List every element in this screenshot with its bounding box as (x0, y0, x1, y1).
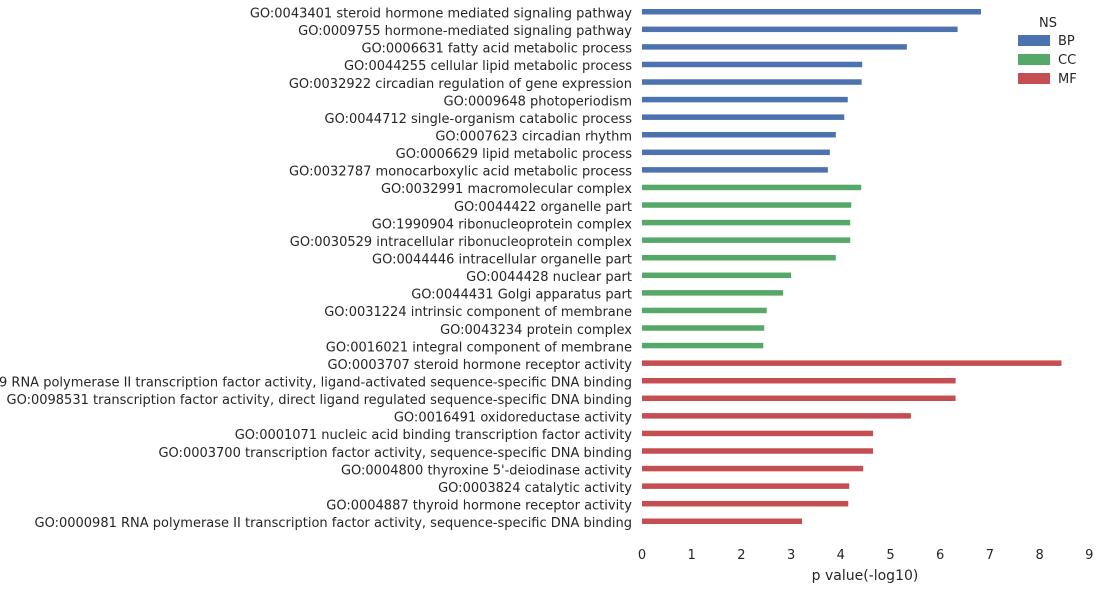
bar-cc (642, 307, 767, 314)
bar-cc (642, 254, 836, 261)
category-label: GO:0030529 intracellular ribonucleoprote… (290, 235, 633, 250)
x-tick-label: 0 (638, 548, 646, 563)
category-label: GO:0043234 protein complex (440, 323, 632, 338)
x-ticks-layer: 0 1 2 3 4 5 6 7 8 9 (638, 548, 1094, 563)
category-label: GO:0003707 steroid hormone receptor acti… (327, 358, 632, 373)
bar-mf (642, 430, 874, 437)
category-label: GO:0001071 nucleic acid binding transcri… (235, 428, 633, 443)
legend: NS BP CC MF (1018, 16, 1077, 87)
category-label: GO:0007623 circadian rhythm (435, 129, 632, 144)
category-label: GO:0009648 photoperiodism (444, 94, 632, 109)
legend-label-bp: BP (1058, 34, 1075, 49)
bar-cc (642, 342, 764, 349)
category-label: GO:0044431 Golgi apparatus part (411, 288, 632, 303)
category-label: GO:0098531 transcription factor activity… (7, 393, 632, 408)
category-label: GO:0016021 integral component of membran… (326, 340, 632, 355)
category-label: GO:0004887 thyroid hormone receptor acti… (326, 498, 632, 513)
bar-cc (642, 202, 852, 208)
category-label: GO:0004879 RNA polymerase II transcripti… (0, 375, 632, 390)
bar-mf (642, 395, 956, 402)
bar-bp (642, 167, 828, 173)
category-label: GO:0009755 hormone-mediated signaling pa… (298, 24, 632, 39)
category-label: GO:0043401 steroid hormone mediated sign… (250, 7, 632, 22)
x-tick-label: 6 (936, 548, 944, 563)
legend-label-mf: MF (1058, 72, 1077, 87)
bar-bp (642, 96, 848, 103)
x-tick-label: 7 (986, 548, 994, 563)
bar-bp (642, 131, 836, 138)
category-label: GO:0031224 intrinsic component of membra… (324, 305, 632, 320)
x-tick-label: 5 (886, 548, 894, 563)
bar-bp (642, 61, 863, 68)
bar-mf (642, 448, 874, 454)
x-tick-label: 1 (688, 548, 696, 563)
bar-bp (642, 9, 981, 15)
bar-cc (642, 237, 851, 243)
x-tick-label: 2 (737, 548, 745, 563)
category-label: GO:1990904 ribonucleoprotein complex (372, 217, 633, 232)
category-label: GO:0032991 macromolecular complex (381, 182, 632, 197)
category-label: GO:0003700 transcription factor activity… (158, 446, 632, 461)
bar-cc (642, 272, 792, 279)
legend-swatch-mf (1018, 73, 1050, 84)
bars-layer (642, 9, 1062, 525)
category-label: GO:0044428 nuclear part (466, 270, 632, 285)
bar-mf (642, 360, 1062, 366)
category-label: GO:0000981 RNA polymerase II transcripti… (35, 516, 632, 531)
bar-mf (642, 518, 803, 525)
bar-mf (642, 465, 864, 472)
category-labels-layer: GO:0043401 steroid hormone mediated sign… (0, 7, 632, 532)
bar-mf (642, 413, 911, 419)
x-tick-label: 4 (837, 548, 845, 563)
bar-mf (642, 500, 849, 507)
category-label: GO:0044712 single-organism catabolic pro… (325, 112, 633, 127)
bar-cc (642, 184, 862, 191)
legend-title: NS (1039, 16, 1057, 31)
category-label: GO:0032922 circadian regulation of gene … (289, 77, 632, 92)
bar-cc (642, 325, 765, 331)
legend-swatch-cc (1018, 54, 1050, 65)
x-tick-label: 8 (1035, 548, 1043, 563)
category-label: GO:0006629 lipid metabolic process (396, 147, 633, 162)
category-label: GO:0044422 organelle part (454, 200, 632, 215)
category-label: GO:0044255 cellular lipid metabolic proc… (344, 59, 632, 74)
x-axis-label: p value(-log10) (812, 568, 919, 584)
legend-swatch-bp (1018, 35, 1050, 46)
category-label: GO:0044446 intracellular organelle part (372, 252, 632, 267)
bar-bp (642, 26, 958, 33)
x-tick-label: 3 (787, 548, 795, 563)
bar-cc (642, 290, 784, 296)
category-label: GO:0016491 oxidoreductase activity (394, 411, 632, 426)
category-label: GO:0006631 fatty acid metabolic process (361, 42, 632, 57)
bar-bp (642, 114, 845, 120)
bar-mf (642, 377, 956, 384)
bar-bp (642, 149, 830, 156)
bar-cc (642, 219, 851, 226)
bar-bp (642, 44, 907, 50)
bar-bp (642, 79, 862, 85)
category-label: GO:0032787 monocarboxylic acid metabolic… (289, 165, 632, 180)
category-label: GO:0003824 catalytic activity (438, 481, 632, 496)
legend-label-cc: CC (1058, 53, 1076, 68)
category-label: GO:0004800 thyroxine 5'-deiodinase activ… (341, 463, 632, 478)
x-tick-label: 9 (1085, 548, 1093, 563)
bar-mf (642, 483, 850, 489)
